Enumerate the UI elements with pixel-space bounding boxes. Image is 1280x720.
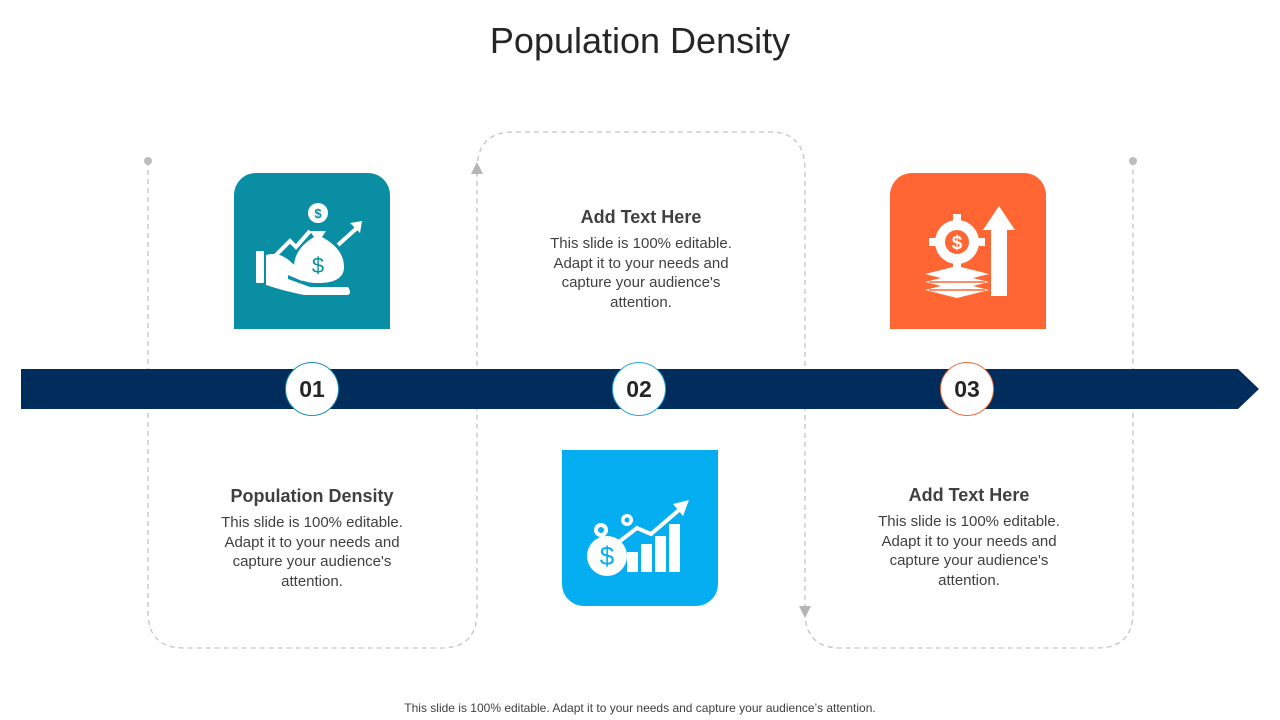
step-2-number-badge: 02 [612,362,666,416]
step-1-number-badge: 01 [285,362,339,416]
step-1-icon-tile: $ $ [234,173,390,329]
step-3-body: This slide is 100% editable. Adapt it to… [878,513,1060,589]
step-1-heading: Population Density [230,486,394,506]
slide-title: Population Density [489,20,791,61]
footer-note: This slide is 100% editable. Adapt it to… [404,701,876,715]
step-2-body: This slide is 100% editable. Adapt it to… [550,235,732,311]
gear-dollar-money-stack-up-arrow-icon: $ [925,206,1015,298]
svg-text:$: $ [312,253,324,278]
step-2-heading: Add Text Here [580,207,702,227]
step-2-text-block: Add Text Here This slide is 100% editabl… [541,207,741,312]
svg-text:$: $ [314,206,322,221]
money-bag-hand-growth-icon: $ $ [256,203,362,295]
step-3-number-badge: 03 [940,362,994,416]
step-1-text-block: Population Density This slide is 100% ed… [212,486,412,591]
svg-text:$: $ [952,233,963,254]
guide-arrowhead-down [799,606,811,618]
step-2-icon-tile: $ [562,450,718,606]
guide-end-dot [1129,157,1137,165]
guide-arrowhead-up [471,162,483,174]
step-3-icon-tile: $ [890,173,1046,329]
guide-start-dot [144,157,152,165]
step-3-heading: Add Text Here [908,485,1030,505]
dollar-bar-chart-growth-icon: $ [587,500,689,576]
step-3-text-block: Add Text Here This slide is 100% editabl… [869,485,1069,590]
svg-text:$: $ [600,541,615,571]
step-1-body: This slide is 100% editable. Adapt it to… [221,514,403,590]
